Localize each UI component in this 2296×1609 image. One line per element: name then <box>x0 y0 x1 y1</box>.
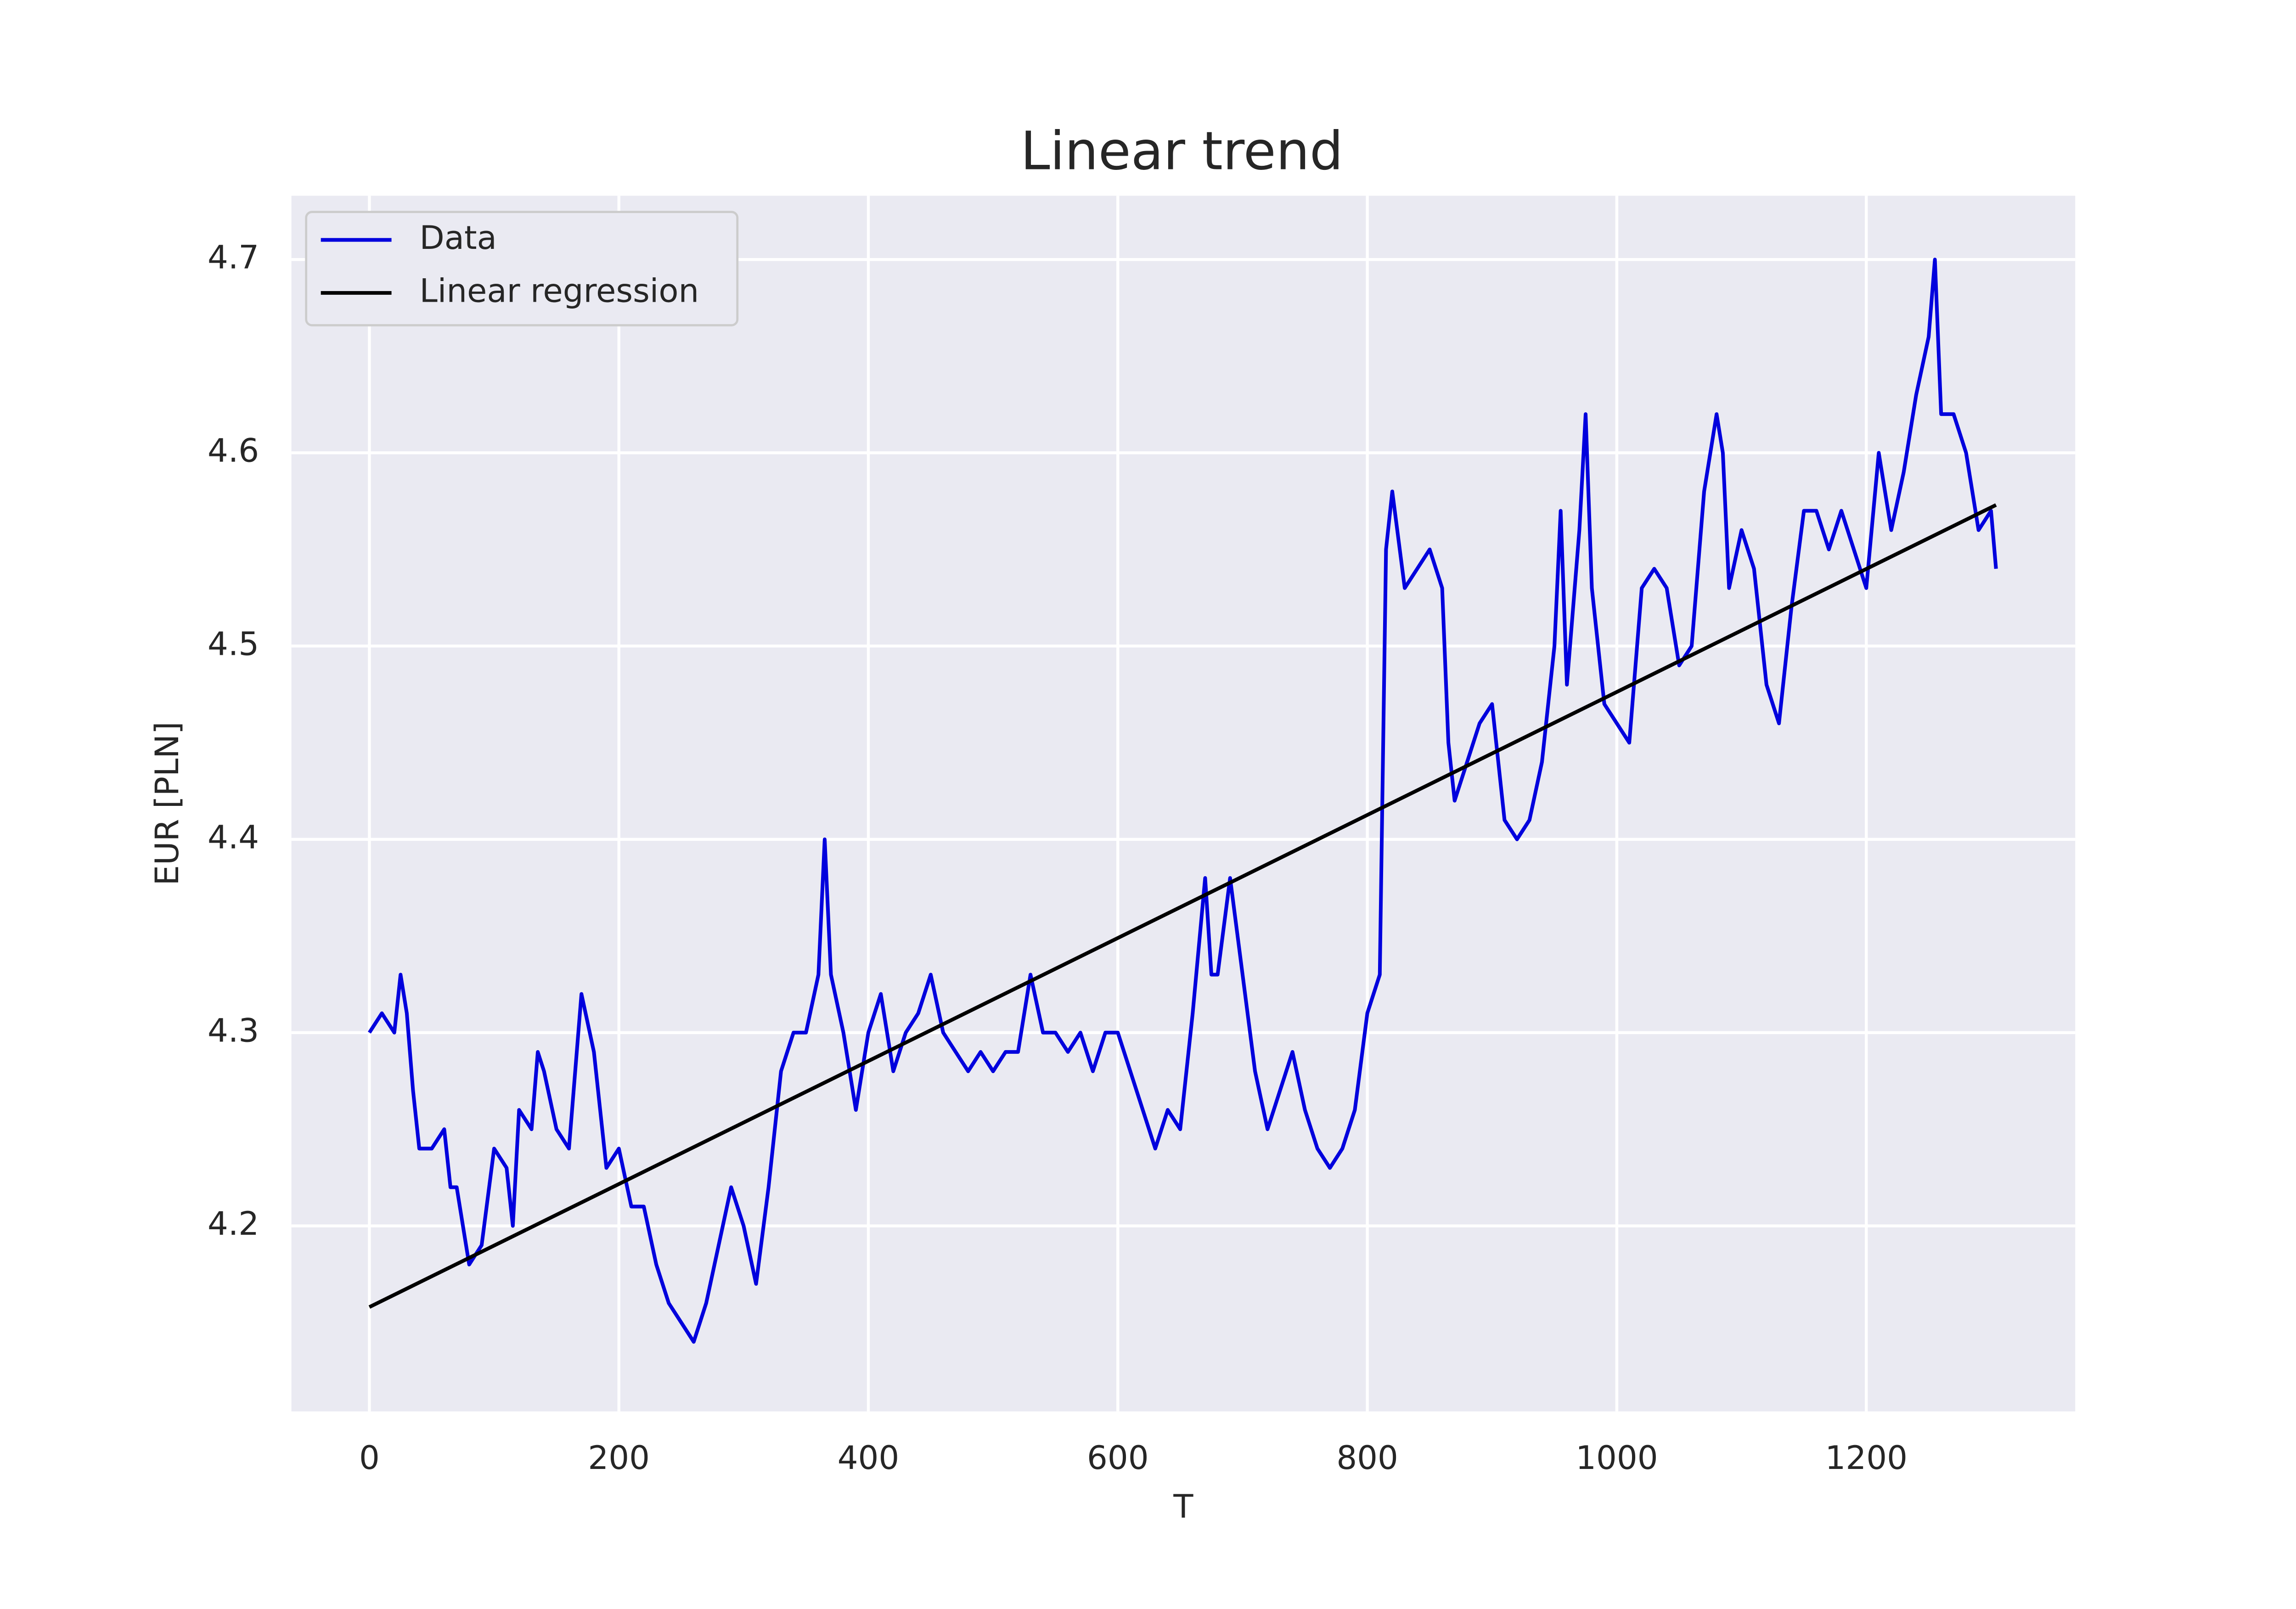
x-tick-label: 200 <box>588 1439 650 1477</box>
y-tick-label: 4.5 <box>208 625 259 663</box>
legend-label: Linear regression <box>419 272 699 309</box>
legend: Data Linear regression <box>305 211 739 326</box>
y-tick-label: 4.7 <box>208 239 259 276</box>
legend-label: Data <box>419 219 496 257</box>
y-tick-label: 4.3 <box>208 1012 259 1049</box>
x-tick-label: 600 <box>1087 1439 1149 1477</box>
plot-area <box>291 196 2076 1412</box>
y-tick-label: 4.6 <box>208 432 259 470</box>
data-line <box>368 503 1997 1309</box>
y-tick-label: 4.2 <box>208 1205 259 1243</box>
x-tick-label: 0 <box>359 1439 380 1477</box>
chart-title: Linear trend <box>1020 120 1343 182</box>
x-tick-label: 800 <box>1336 1439 1398 1477</box>
x-tick-label: 1200 <box>1825 1439 1908 1477</box>
legend-box <box>305 211 739 326</box>
x-tick-label: 1000 <box>1576 1439 1658 1477</box>
x-tick-label: 400 <box>838 1439 900 1477</box>
y-axis-label: EUR [PLN] <box>148 721 186 885</box>
x-axis-label: T <box>1173 1488 1193 1525</box>
y-tick-label: 4.4 <box>208 818 259 856</box>
data-line <box>368 258 1998 1344</box>
